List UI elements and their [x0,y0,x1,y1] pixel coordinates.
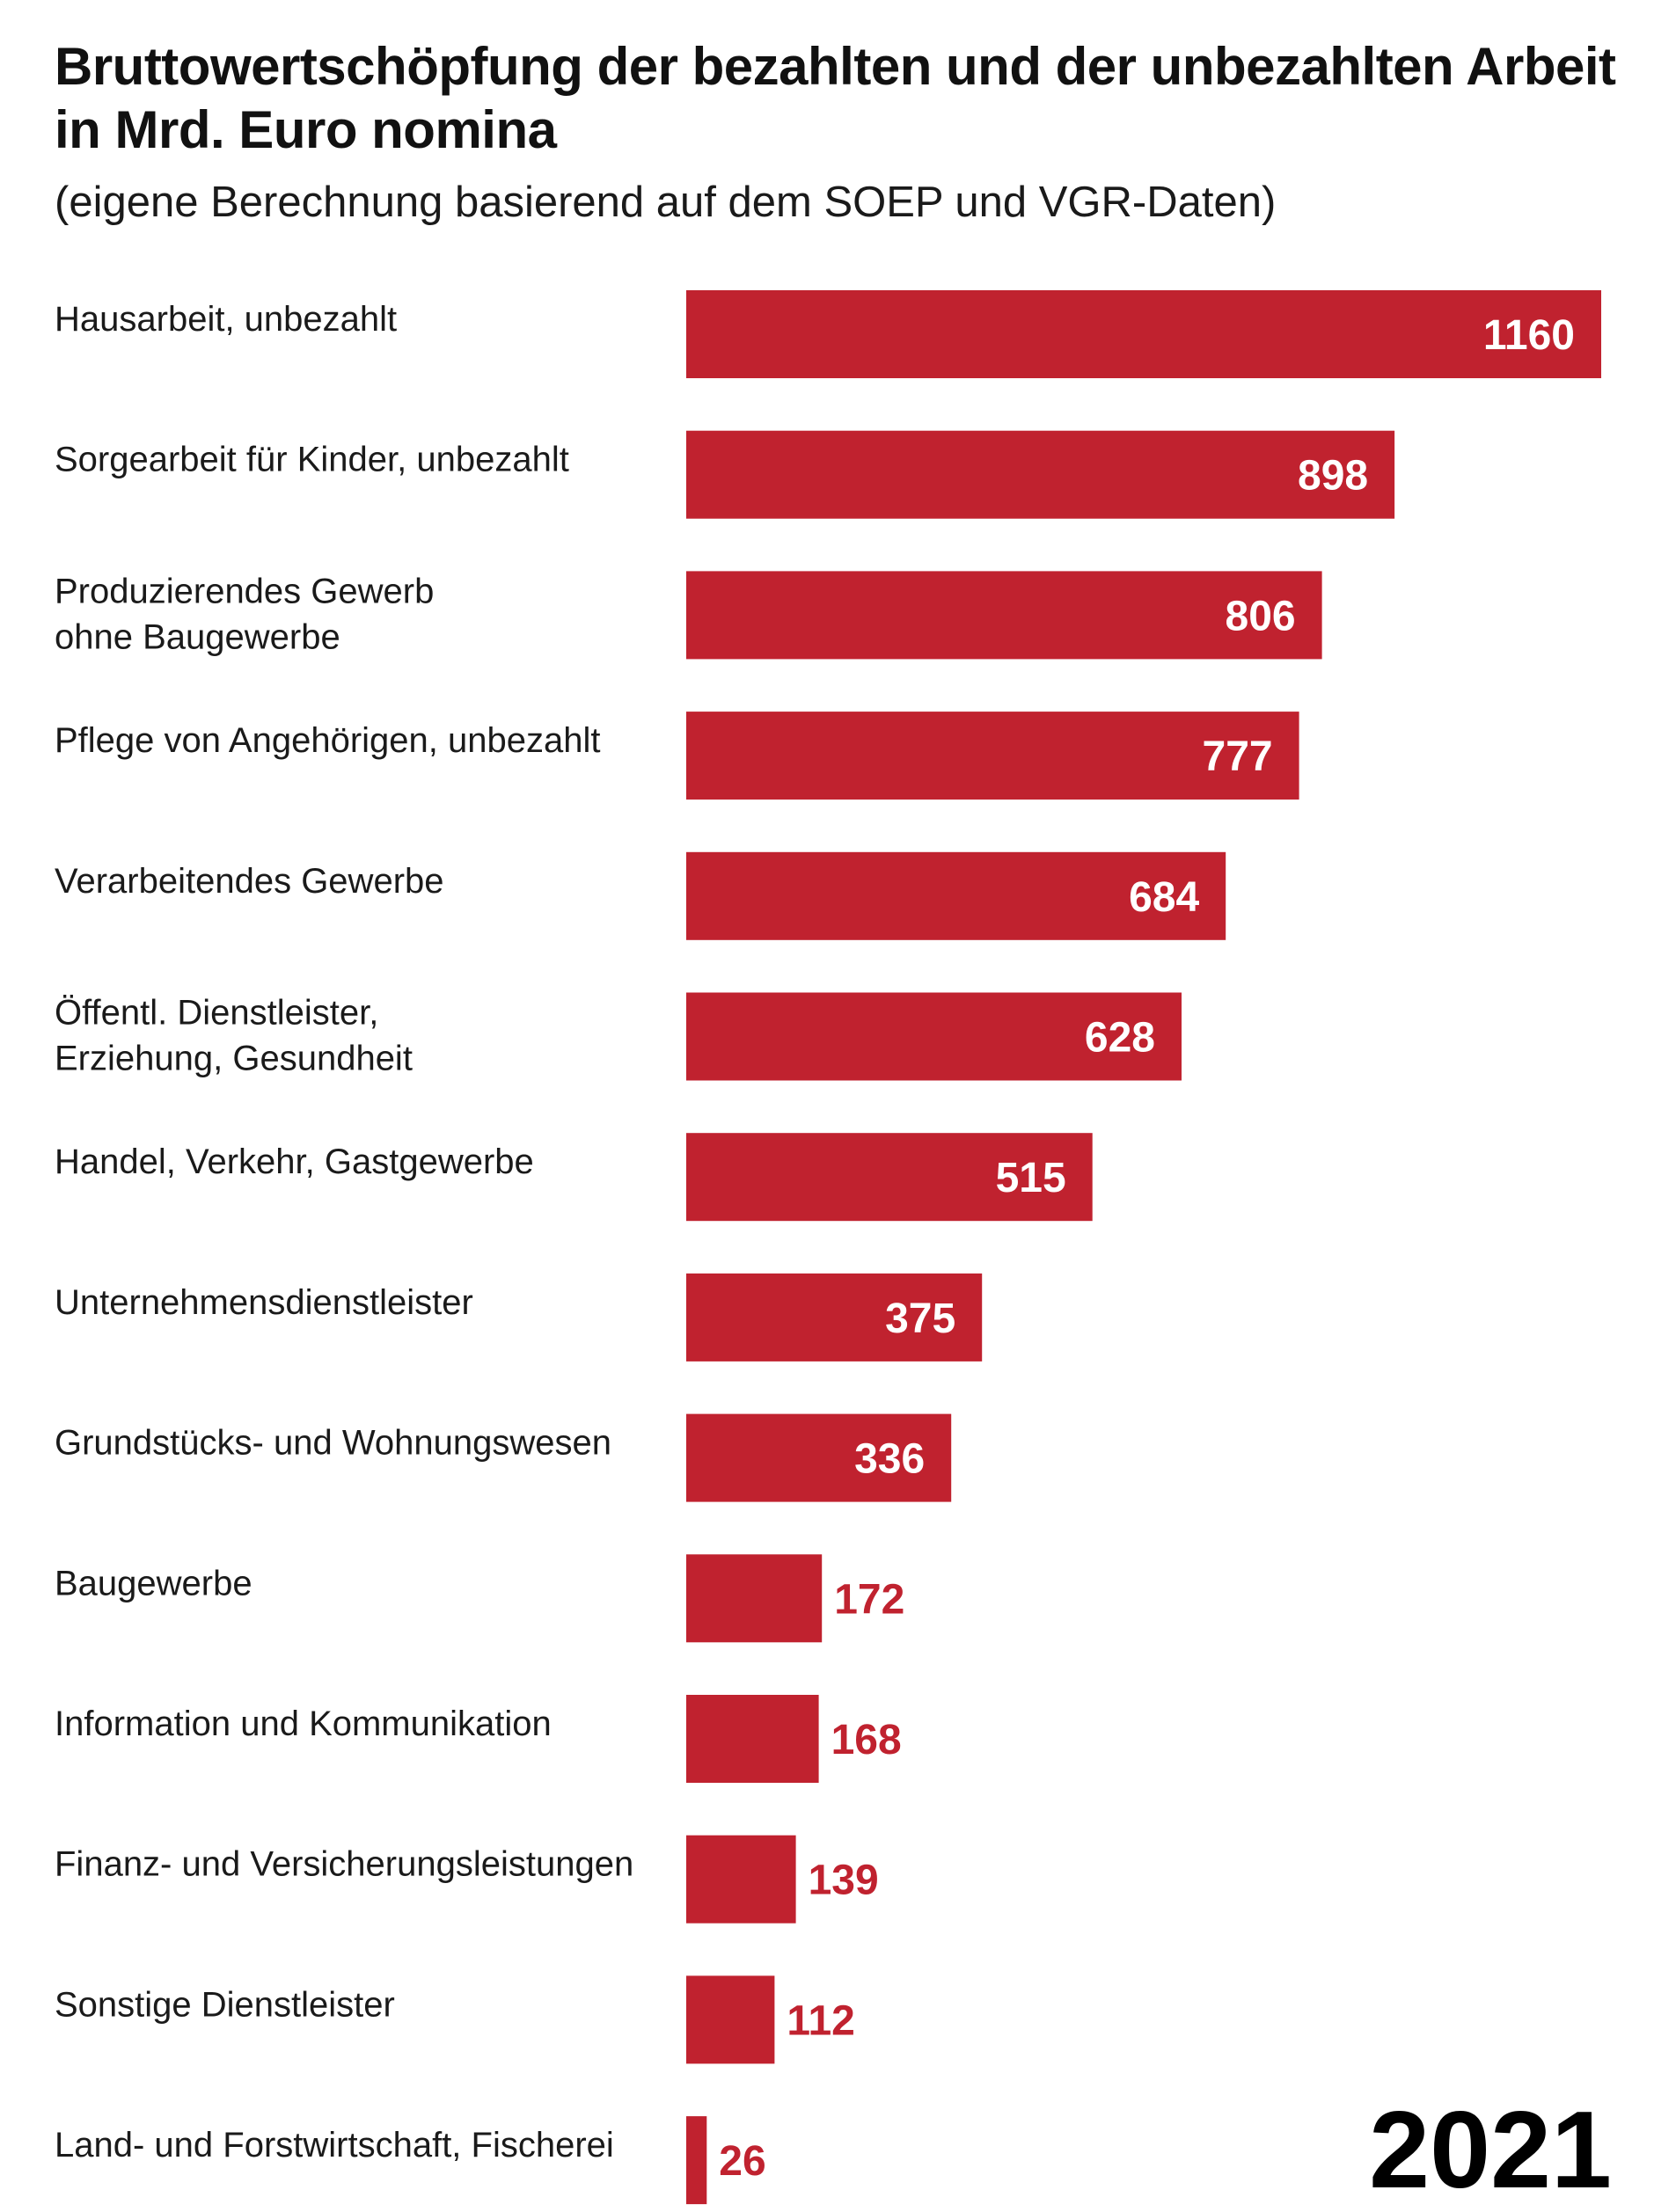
bar-1 [686,290,1601,378]
category-label-1: Hausarbeit, unbezahlt [55,300,397,339]
value-label-9: 336 [854,1436,925,1483]
category-label-line: Verarbeitendes Gewerbe [55,862,444,901]
value-label-1: 1160 [1483,312,1575,359]
value-label-12: 139 [809,1858,879,1904]
category-label-line: ohne Baugewerbe [55,617,340,656]
category-label-11: Information und Kommunikation [55,1705,552,1743]
category-label-7: Handel, Verkehr, Gastgewerbe [55,1143,534,1181]
bar-11 [686,1695,819,1783]
category-label-6: Öffentl. Dienstleister, Erziehung, Gesund… [55,994,413,1078]
category-label-9: Grundstücks- und Wohnungswesen [55,1424,611,1463]
category-label-3: Produzierendes Gewerb ohne Baugewerbe [55,572,434,656]
bar-2 [686,430,1395,519]
value-label-7: 515 [996,1155,1066,1201]
value-label-5: 684 [1129,874,1199,921]
value-label-8: 375 [885,1296,955,1342]
bar-7 [686,1133,1093,1222]
value-label-14: 26 [719,2138,765,2185]
category-label-line: Erziehung, Gesundheit [55,1040,413,1078]
category-label-14: Land- und Forstwirtschaft, Fischerei [55,2126,614,2165]
category-label-line: Pflege von Angehörigen, unbezahlt [55,721,601,760]
category-label-line: Produzierendes Gewerb [55,572,434,610]
category-label-12: Finanz- und Versicherungsleistungen [55,1845,633,1884]
category-label-line: Handel, Verkehr, Gastgewerbe [55,1143,534,1181]
category-label-line: Öffentl. Dienstleister, [55,994,378,1033]
category-label-line: Sorgearbeit für Kinder, unbezahlt [55,441,569,479]
category-label-4: Pflege von Angehörigen, unbezahlt [55,721,601,760]
value-label-2: 898 [1298,453,1368,500]
category-label-line: Baugewerbe [55,1564,252,1602]
value-label-11: 168 [831,1717,902,1763]
category-label-line: Finanz- und Versicherungsleistungen [55,1845,633,1884]
category-label-line: Unternehmensdienstleister [55,1283,473,1322]
bar-12 [686,1835,796,1924]
category-label-line: Information und Kommunikation [55,1705,552,1743]
bar-9 [686,1413,952,1502]
value-label-10: 172 [834,1576,904,1623]
year-annotation: 2021 [1369,2090,1612,2211]
category-label-10: Baugewerbe [55,1564,252,1602]
value-label-3: 806 [1226,593,1296,639]
category-label-5: Verarbeitendes Gewerbe [55,862,444,901]
category-label-line: Land- und Forstwirtschaft, Fischerei [55,2126,614,2165]
chart-subtitle: (eigene Berechnung basierend auf dem SOE… [55,179,1277,226]
value-label-4: 777 [1203,734,1273,780]
category-label-line: Hausarbeit, unbezahlt [55,300,397,339]
category-label-2: Sorgearbeit für Kinder, unbezahlt [55,441,569,479]
category-label-13: Sonstige Dienstleister [55,1985,395,2024]
bar-13 [686,1975,775,2064]
category-label-8: Unternehmensdienstleister [55,1283,473,1322]
category-label-line: Sonstige Dienstleister [55,1985,395,2024]
bar-10 [686,1554,823,1643]
bar-14 [686,2116,707,2205]
bar-5 [686,851,1226,940]
value-label-6: 628 [1085,1015,1155,1062]
bar-8 [686,1273,983,1362]
chart-title: Bruttowertschöpfung der bezahlten und de… [55,37,1616,159]
category-label-line: Grundstücks- und Wohnungswesen [55,1424,611,1463]
bar-4 [686,712,1299,800]
bar-6 [686,992,1182,1081]
value-label-13: 112 [787,1997,854,2044]
bar-3 [686,571,1322,660]
